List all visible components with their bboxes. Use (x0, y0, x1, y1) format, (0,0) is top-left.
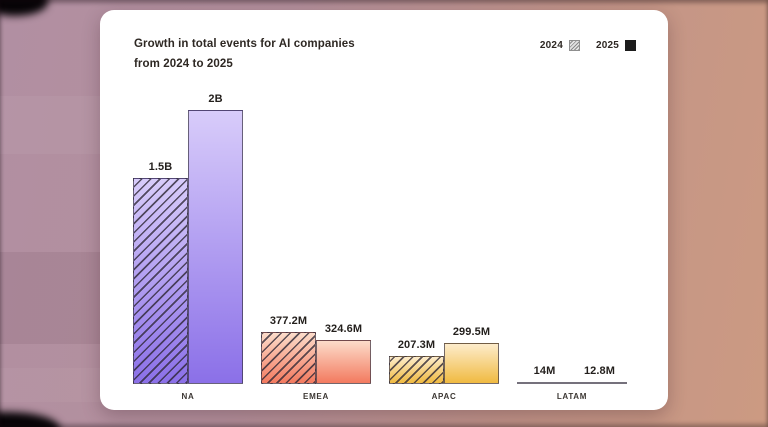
bar-column-2025: 12.8M (572, 365, 627, 384)
bar-apac-2024 (389, 356, 444, 384)
bar-group-latam: 14M 12.8M LATAM (508, 72, 636, 402)
chart-card: Growth in total events for AI companies … (100, 10, 668, 410)
value-label-2025: 299.5M (452, 326, 491, 338)
bar-emea-2025 (316, 340, 371, 384)
value-label-2024: 1.5B (148, 161, 173, 173)
category-label-apac: APAC (431, 392, 457, 401)
bar-column-2024: 207.3M (389, 339, 444, 384)
bars-row: 377.2M 324.6M (252, 315, 380, 384)
background-band (0, 96, 105, 154)
bars-row: 1.5B 2B (124, 93, 252, 384)
top-left-dark-wedge (0, 0, 48, 16)
bar-latam-2024 (517, 382, 572, 384)
bar-apac-2025 (444, 343, 499, 384)
legend-swatch-solid-icon (625, 40, 636, 51)
bars-row: 14M 12.8M (508, 365, 636, 384)
value-label-2024: 14M (533, 365, 556, 377)
bar-na-2025 (188, 110, 243, 384)
value-label-2024: 377.2M (269, 315, 308, 327)
category-label-emea: EMEA (303, 392, 329, 401)
background-band (0, 252, 105, 344)
category-label-latam: LATAM (556, 392, 588, 401)
value-label-2025: 2B (208, 93, 223, 105)
chart-title: Growth in total events for AI companies … (134, 34, 355, 74)
chart-legend: 2024 2025 (540, 40, 636, 51)
bar-emea-2024 (261, 332, 316, 384)
category-label-na: NA (181, 392, 195, 401)
bar-group-na: 1.5B 2B NA (124, 72, 252, 402)
bottom-left-dark-wedge (0, 412, 60, 427)
bar-latam-2025 (572, 382, 627, 384)
chart-title-line-2: from 2024 to 2025 (134, 58, 233, 71)
value-label-2025: 12.8M (583, 365, 616, 377)
legend-label-2025: 2025 (595, 40, 619, 51)
legend-swatch-hatched-icon (568, 40, 580, 51)
background-band (0, 368, 105, 402)
bar-group-emea: 377.2M 324.6M EMEA (252, 72, 380, 402)
bar-column-2025: 324.6M (316, 323, 371, 384)
bar-column-2025: 299.5M (444, 326, 499, 384)
bar-column-2024: 377.2M (261, 315, 316, 384)
legend-item-2024: 2024 (540, 40, 580, 51)
bar-column-2024: 14M (517, 365, 572, 384)
plot-area: 1.5B 2B NA 377.2M 324.6M EMEA 207.3M 299.5M APAC… (124, 72, 636, 402)
legend-label-2024: 2024 (539, 40, 563, 51)
bar-column-2025: 2B (188, 93, 243, 384)
bar-group-apac: 207.3M 299.5M APAC (380, 72, 508, 402)
bar-column-2024: 1.5B (133, 161, 188, 384)
value-label-2024: 207.3M (397, 339, 436, 351)
bars-row: 207.3M 299.5M (380, 326, 508, 384)
bar-na-2024 (133, 178, 188, 384)
chart-title-line-1: Growth in total events for AI companies (134, 38, 355, 50)
value-label-2025: 324.6M (324, 323, 363, 335)
legend-item-2025: 2025 (596, 40, 636, 51)
